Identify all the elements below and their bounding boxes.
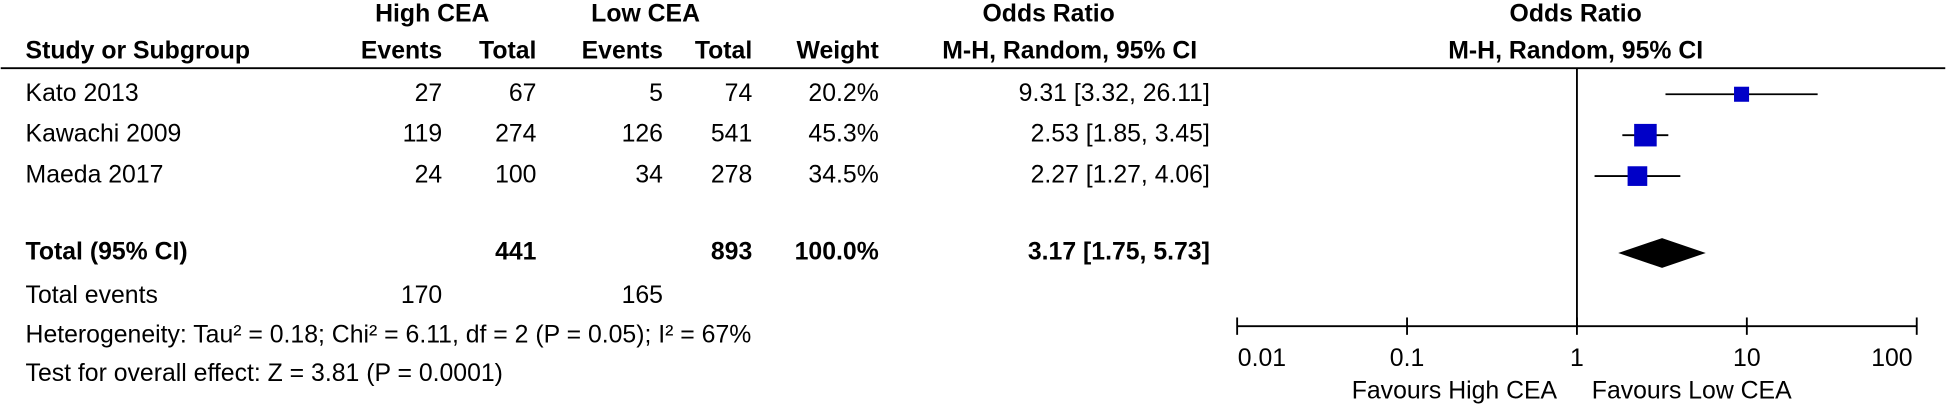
or-marker [1734,86,1750,102]
odds-ratio: 9.31 [3.32, 26.11] [1019,80,1210,107]
group-header: Odds Ratio [983,0,1115,27]
high-total: 274 [495,121,537,148]
column-header: Weight [797,38,879,65]
group-header: Odds Ratio [1510,0,1642,27]
x-tick-label: 100 [1871,345,1912,372]
total-high: 441 [495,239,537,266]
favours-right: Favours Low CEA [1592,377,1792,404]
summary-diamond [1618,238,1706,268]
high-events: 27 [415,80,443,107]
low-total: 74 [725,80,753,107]
x-tick-label: 1 [1570,345,1584,372]
study-name: Kato 2013 [26,80,139,107]
weight: 45.3% [808,121,878,148]
odds-ratio: 2.53 [1.85, 3.45] [1031,121,1210,148]
x-tick-label: 0.01 [1238,345,1286,372]
high-events: 119 [403,121,443,148]
low-events: 5 [649,80,663,107]
weight: 34.5% [808,162,878,189]
low-events: 34 [635,162,663,189]
column-header: M-H, Random, 95% CI [1448,38,1703,65]
total-weight: 100.0% [795,239,879,266]
favours-left: Favours High CEA [1352,377,1558,404]
weight: 20.2% [808,80,878,107]
total-low: 893 [711,239,752,266]
group-header: Low CEA [591,0,700,27]
low-total: 541 [711,121,752,148]
study-name: Maeda 2017 [26,162,164,189]
x-tick-label: 10 [1733,345,1761,372]
column-header: Events [361,38,442,65]
high-events: 24 [415,162,443,189]
total-events-high: 170 [401,282,442,309]
x-tick-label: 0.1 [1390,345,1424,372]
high-total: 100 [495,162,536,189]
low-events: 126 [622,121,663,148]
total-events-low: 165 [622,282,663,309]
column-header: Total [695,38,752,65]
group-header: High CEA [375,0,489,27]
high-total: 67 [509,80,537,107]
total-or: 3.17 [1.75, 5.73] [1028,239,1210,266]
total-events-label: Total events [26,282,158,309]
column-header: Study or Subgroup [26,38,251,65]
or-marker [1627,166,1648,186]
low-total: 278 [711,162,752,189]
column-header: Total [479,38,536,65]
odds-ratio: 2.27 [1.27, 4.06] [1031,162,1210,189]
heterogeneity: Heterogeneity: Tau² = 0.18; Chi² = 6.11,… [26,322,752,349]
column-header: M-H, Random, 95% CI [942,38,1197,65]
study-name: Kawachi 2009 [26,121,182,148]
column-header: Events [582,38,663,65]
total-label: Total (95% CI) [26,239,188,266]
overall-effect: Test for overall effect: Z = 3.81 (P = 0… [26,360,503,387]
or-marker [1634,123,1657,147]
